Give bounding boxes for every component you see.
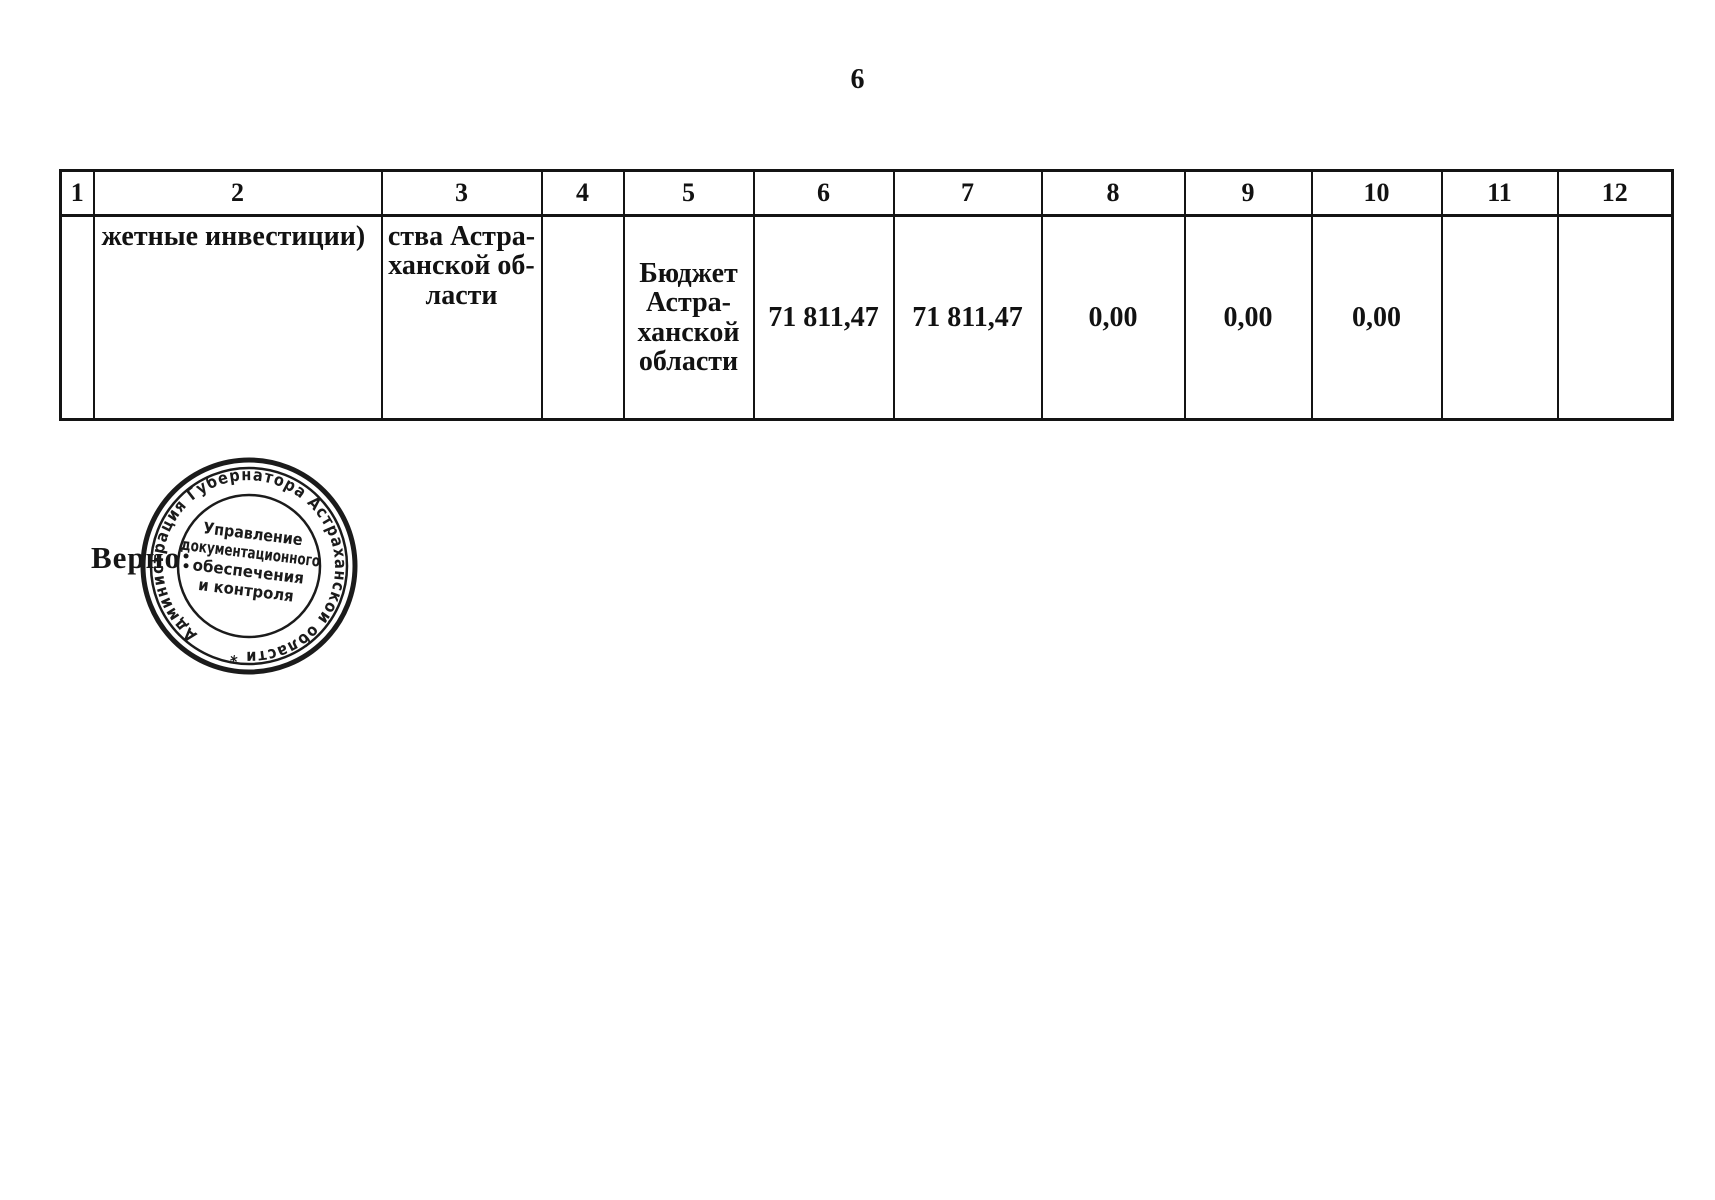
- row-cell-10: 0,00: [1310, 214, 1443, 421]
- table-header-row: 1 2 3 4 5 6 7 8 9 10 11 12: [59, 169, 1674, 217]
- row-cell-11: [1440, 214, 1559, 421]
- header-cell-4: 4: [540, 169, 625, 217]
- row-cell-2: жетные инвестиции): [92, 214, 383, 421]
- row-cell-9: 0,00: [1183, 214, 1313, 421]
- header-cell-6: 6: [752, 169, 895, 217]
- header-cell-12: 12: [1556, 169, 1674, 217]
- row-cell-7: 71 811,47: [892, 214, 1043, 421]
- row-cell-1: [59, 214, 95, 421]
- row-cell-4: [540, 214, 625, 421]
- header-cell-8: 8: [1040, 169, 1186, 217]
- row-cell-12: [1556, 214, 1674, 421]
- header-cell-3: 3: [380, 169, 543, 217]
- header-cell-1: 1: [59, 169, 95, 217]
- header-cell-9: 9: [1183, 169, 1313, 217]
- header-cell-2: 2: [92, 169, 383, 217]
- budget-table: 1 2 3 4 5 6 7 8 9 10 11 12 жетные инвест…: [59, 169, 1674, 421]
- stamp-inner-ring: [176, 493, 322, 639]
- page-number: 6: [850, 64, 865, 95]
- row-cell-3: ства Астра- ханской об- ласти: [380, 214, 543, 421]
- row-cell-6: 71 811,47: [752, 214, 895, 421]
- row-cell-8: 0,00: [1040, 214, 1186, 421]
- round-official-stamp: Администрация Губернатора Астраханской о…: [136, 454, 362, 679]
- header-cell-11: 11: [1440, 169, 1559, 217]
- table-data-row: жетные инвестиции) ства Астра- ханской о…: [59, 214, 1674, 421]
- header-cell-5: 5: [622, 169, 755, 217]
- row-cell-5: Бюджет Астра- ханской области: [622, 214, 755, 421]
- header-cell-7: 7: [892, 169, 1043, 217]
- stamp-second-ring: [149, 466, 349, 666]
- stamp-outer-ring: [140, 457, 358, 675]
- header-cell-10: 10: [1310, 169, 1443, 217]
